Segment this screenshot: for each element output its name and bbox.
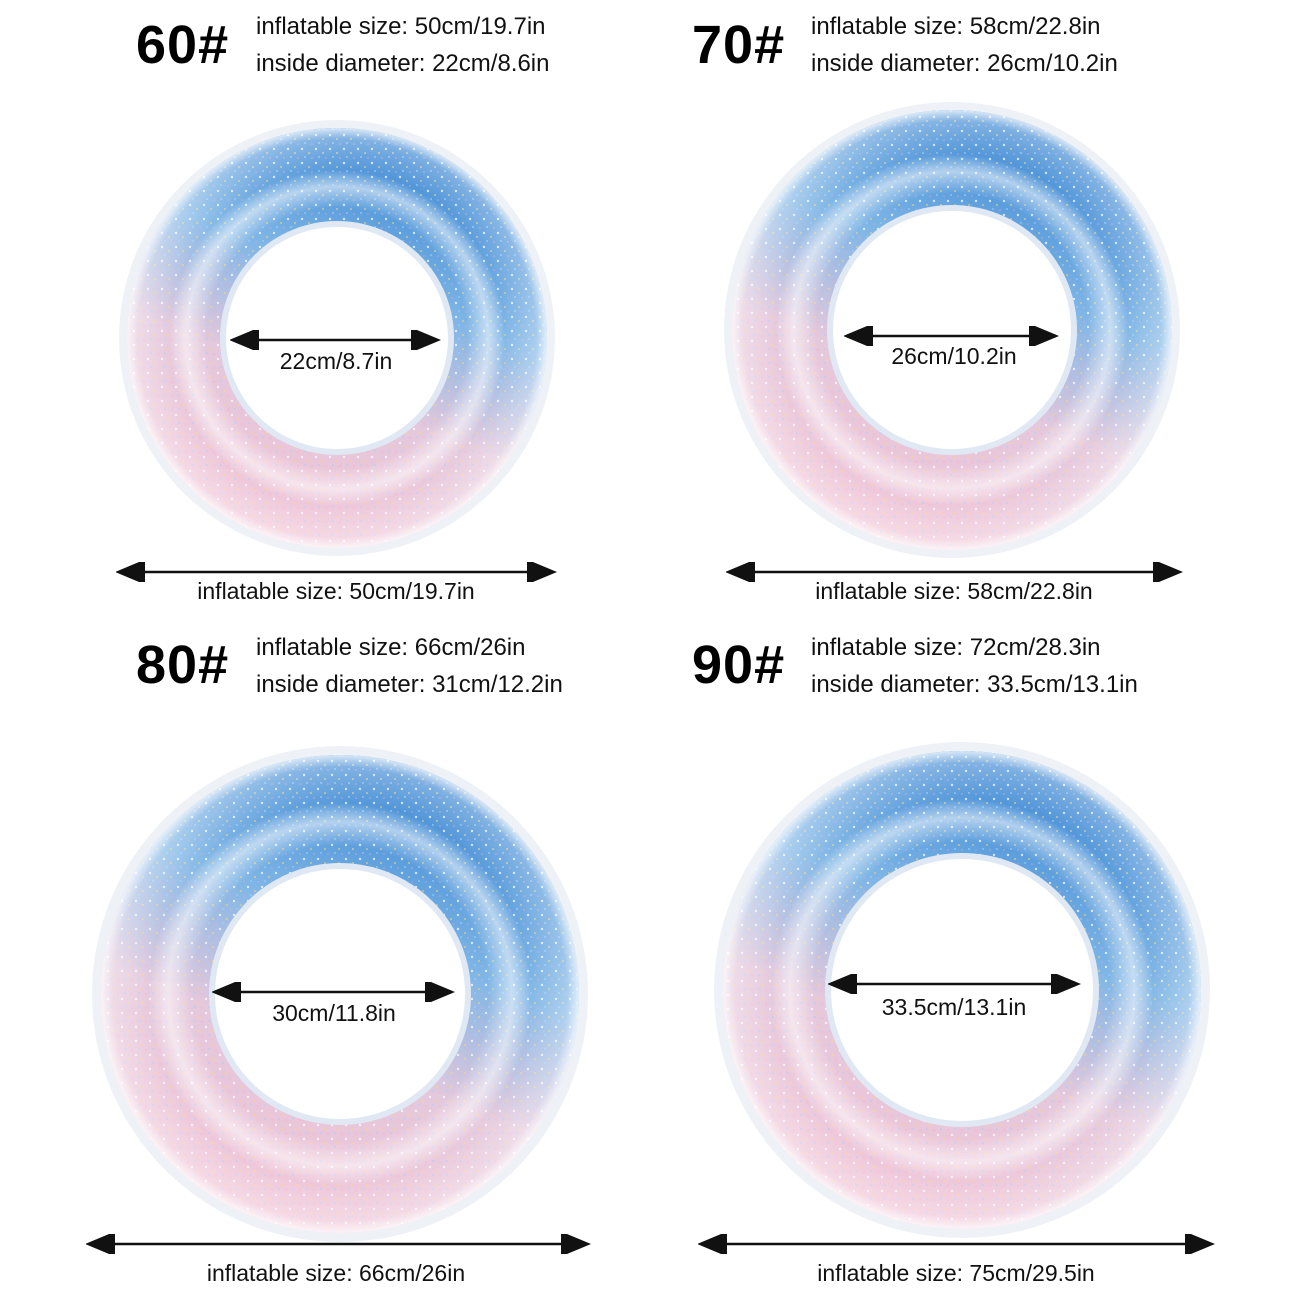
spec-list: inflatable size: 72cm/28.3in inside diam… [811, 629, 1138, 703]
outer-size-label: inflatable size: 66cm/26in [206, 1260, 466, 1286]
product-panel-90: 90# inflatable size: 72cm/28.3in inside … [650, 620, 1300, 1300]
outer-size-arrow [116, 562, 557, 582]
inner-diameter-arrow [828, 974, 1081, 994]
spec-inflatable-size: inflatable size: 66cm/26in [256, 634, 526, 661]
product-panel-60: 60# inflatable size: 50cm/19.7in inside … [0, 0, 650, 620]
outer-size-label: inflatable size: 58cm/22.8in [815, 578, 1093, 604]
spec-inside-diameter: inside diameter: 31cm/12.2in [256, 671, 563, 698]
outer-size-arrow [86, 1234, 591, 1254]
spec-inside-diameter: inside diameter: 22cm/8.6in [256, 50, 550, 77]
inner-diameter-arrow [230, 330, 441, 350]
spec-list: inflatable size: 50cm/19.7in inside diam… [256, 8, 549, 82]
size-label: 60# [136, 15, 230, 75]
outer-size-arrow [726, 562, 1183, 582]
product-panel-70: 70# inflatable size: 58cm/22.8in inside … [650, 0, 1300, 620]
spec-inflatable-size: inflatable size: 50cm/19.7in [256, 13, 546, 40]
product-panel-80: 80# inflatable size: 66cm/26in inside di… [0, 620, 650, 1300]
inner-diameter-arrow [844, 326, 1059, 346]
spec-list: inflatable size: 58cm/22.8in inside diam… [811, 8, 1118, 82]
inner-diameter-label: 22cm/8.7in [279, 348, 393, 374]
inner-diameter-label: 26cm/10.2in [891, 343, 1017, 369]
outer-size-label: inflatable size: 50cm/19.7in [197, 578, 475, 604]
outer-size-arrow [698, 1234, 1215, 1254]
inner-diameter-arrow [212, 982, 455, 1002]
inner-diameter-label: 33.5cm/13.1in [881, 994, 1027, 1020]
spec-inflatable-size: inflatable size: 58cm/22.8in [811, 13, 1101, 40]
spec-list: inflatable size: 66cm/26in inside diamet… [256, 629, 563, 703]
spec-inside-diameter: inside diameter: 26cm/10.2in [811, 50, 1118, 77]
size-label: 90# [692, 635, 786, 695]
spec-inside-diameter: inside diameter: 33.5cm/13.1in [811, 671, 1138, 698]
spec-inflatable-size: inflatable size: 72cm/28.3in [811, 634, 1101, 661]
size-label: 70# [692, 15, 786, 75]
outer-size-label: inflatable size: 75cm/29.5in [817, 1260, 1095, 1286]
inner-diameter-label: 30cm/11.8in [272, 1000, 396, 1026]
size-label: 80# [136, 635, 230, 695]
